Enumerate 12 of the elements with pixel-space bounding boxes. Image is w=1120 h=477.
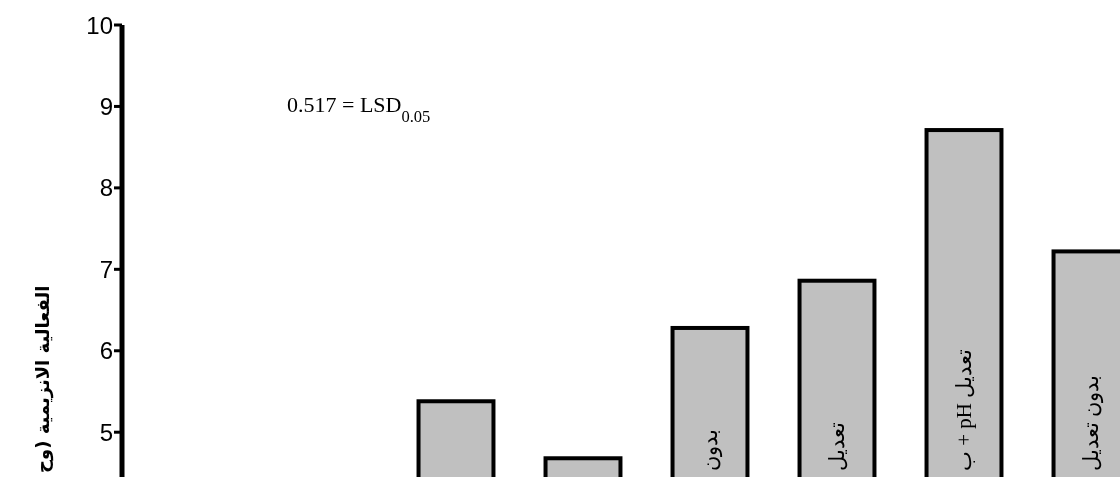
x-tick-label: بدون تعديل	[1079, 374, 1104, 471]
x-tick-label: تعديل pH + ب	[952, 348, 976, 471]
y-tick-label: 9	[99, 92, 113, 120]
x-tick-label: بدون	[698, 429, 723, 471]
y-tick-label: 5	[99, 418, 113, 446]
y-tick-label: 8	[99, 174, 113, 202]
y-axis-title: الفعالية الانزيمية (وح	[31, 285, 54, 473]
x-tick-label: تعديل	[825, 422, 849, 471]
annotation: 0.517 = LSD$_{0.05}$	[287, 92, 431, 126]
y-tick-label: 10	[86, 11, 113, 39]
y-tick-label: 7	[99, 255, 113, 283]
y-tick-label: 6	[99, 337, 113, 365]
